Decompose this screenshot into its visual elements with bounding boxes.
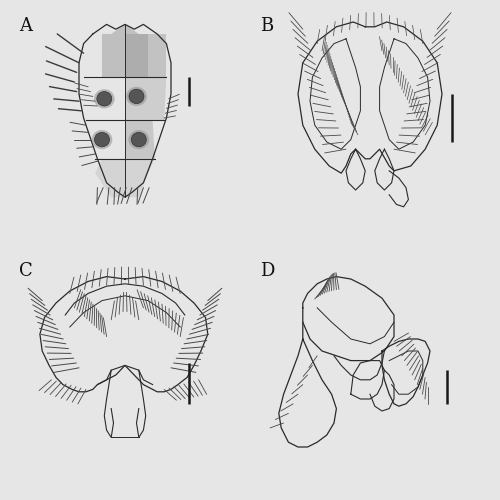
Polygon shape bbox=[95, 159, 155, 197]
Polygon shape bbox=[125, 120, 155, 159]
Ellipse shape bbox=[128, 130, 149, 149]
Ellipse shape bbox=[94, 89, 114, 108]
Ellipse shape bbox=[126, 87, 147, 106]
Text: C: C bbox=[19, 262, 33, 280]
Text: A: A bbox=[19, 17, 32, 35]
Ellipse shape bbox=[97, 92, 112, 106]
Polygon shape bbox=[125, 77, 166, 120]
Text: B: B bbox=[260, 17, 273, 35]
Ellipse shape bbox=[132, 132, 146, 147]
Text: D: D bbox=[260, 262, 274, 280]
Polygon shape bbox=[125, 34, 166, 77]
Ellipse shape bbox=[92, 130, 112, 149]
Ellipse shape bbox=[94, 132, 110, 147]
Ellipse shape bbox=[129, 89, 144, 104]
Polygon shape bbox=[102, 24, 148, 77]
